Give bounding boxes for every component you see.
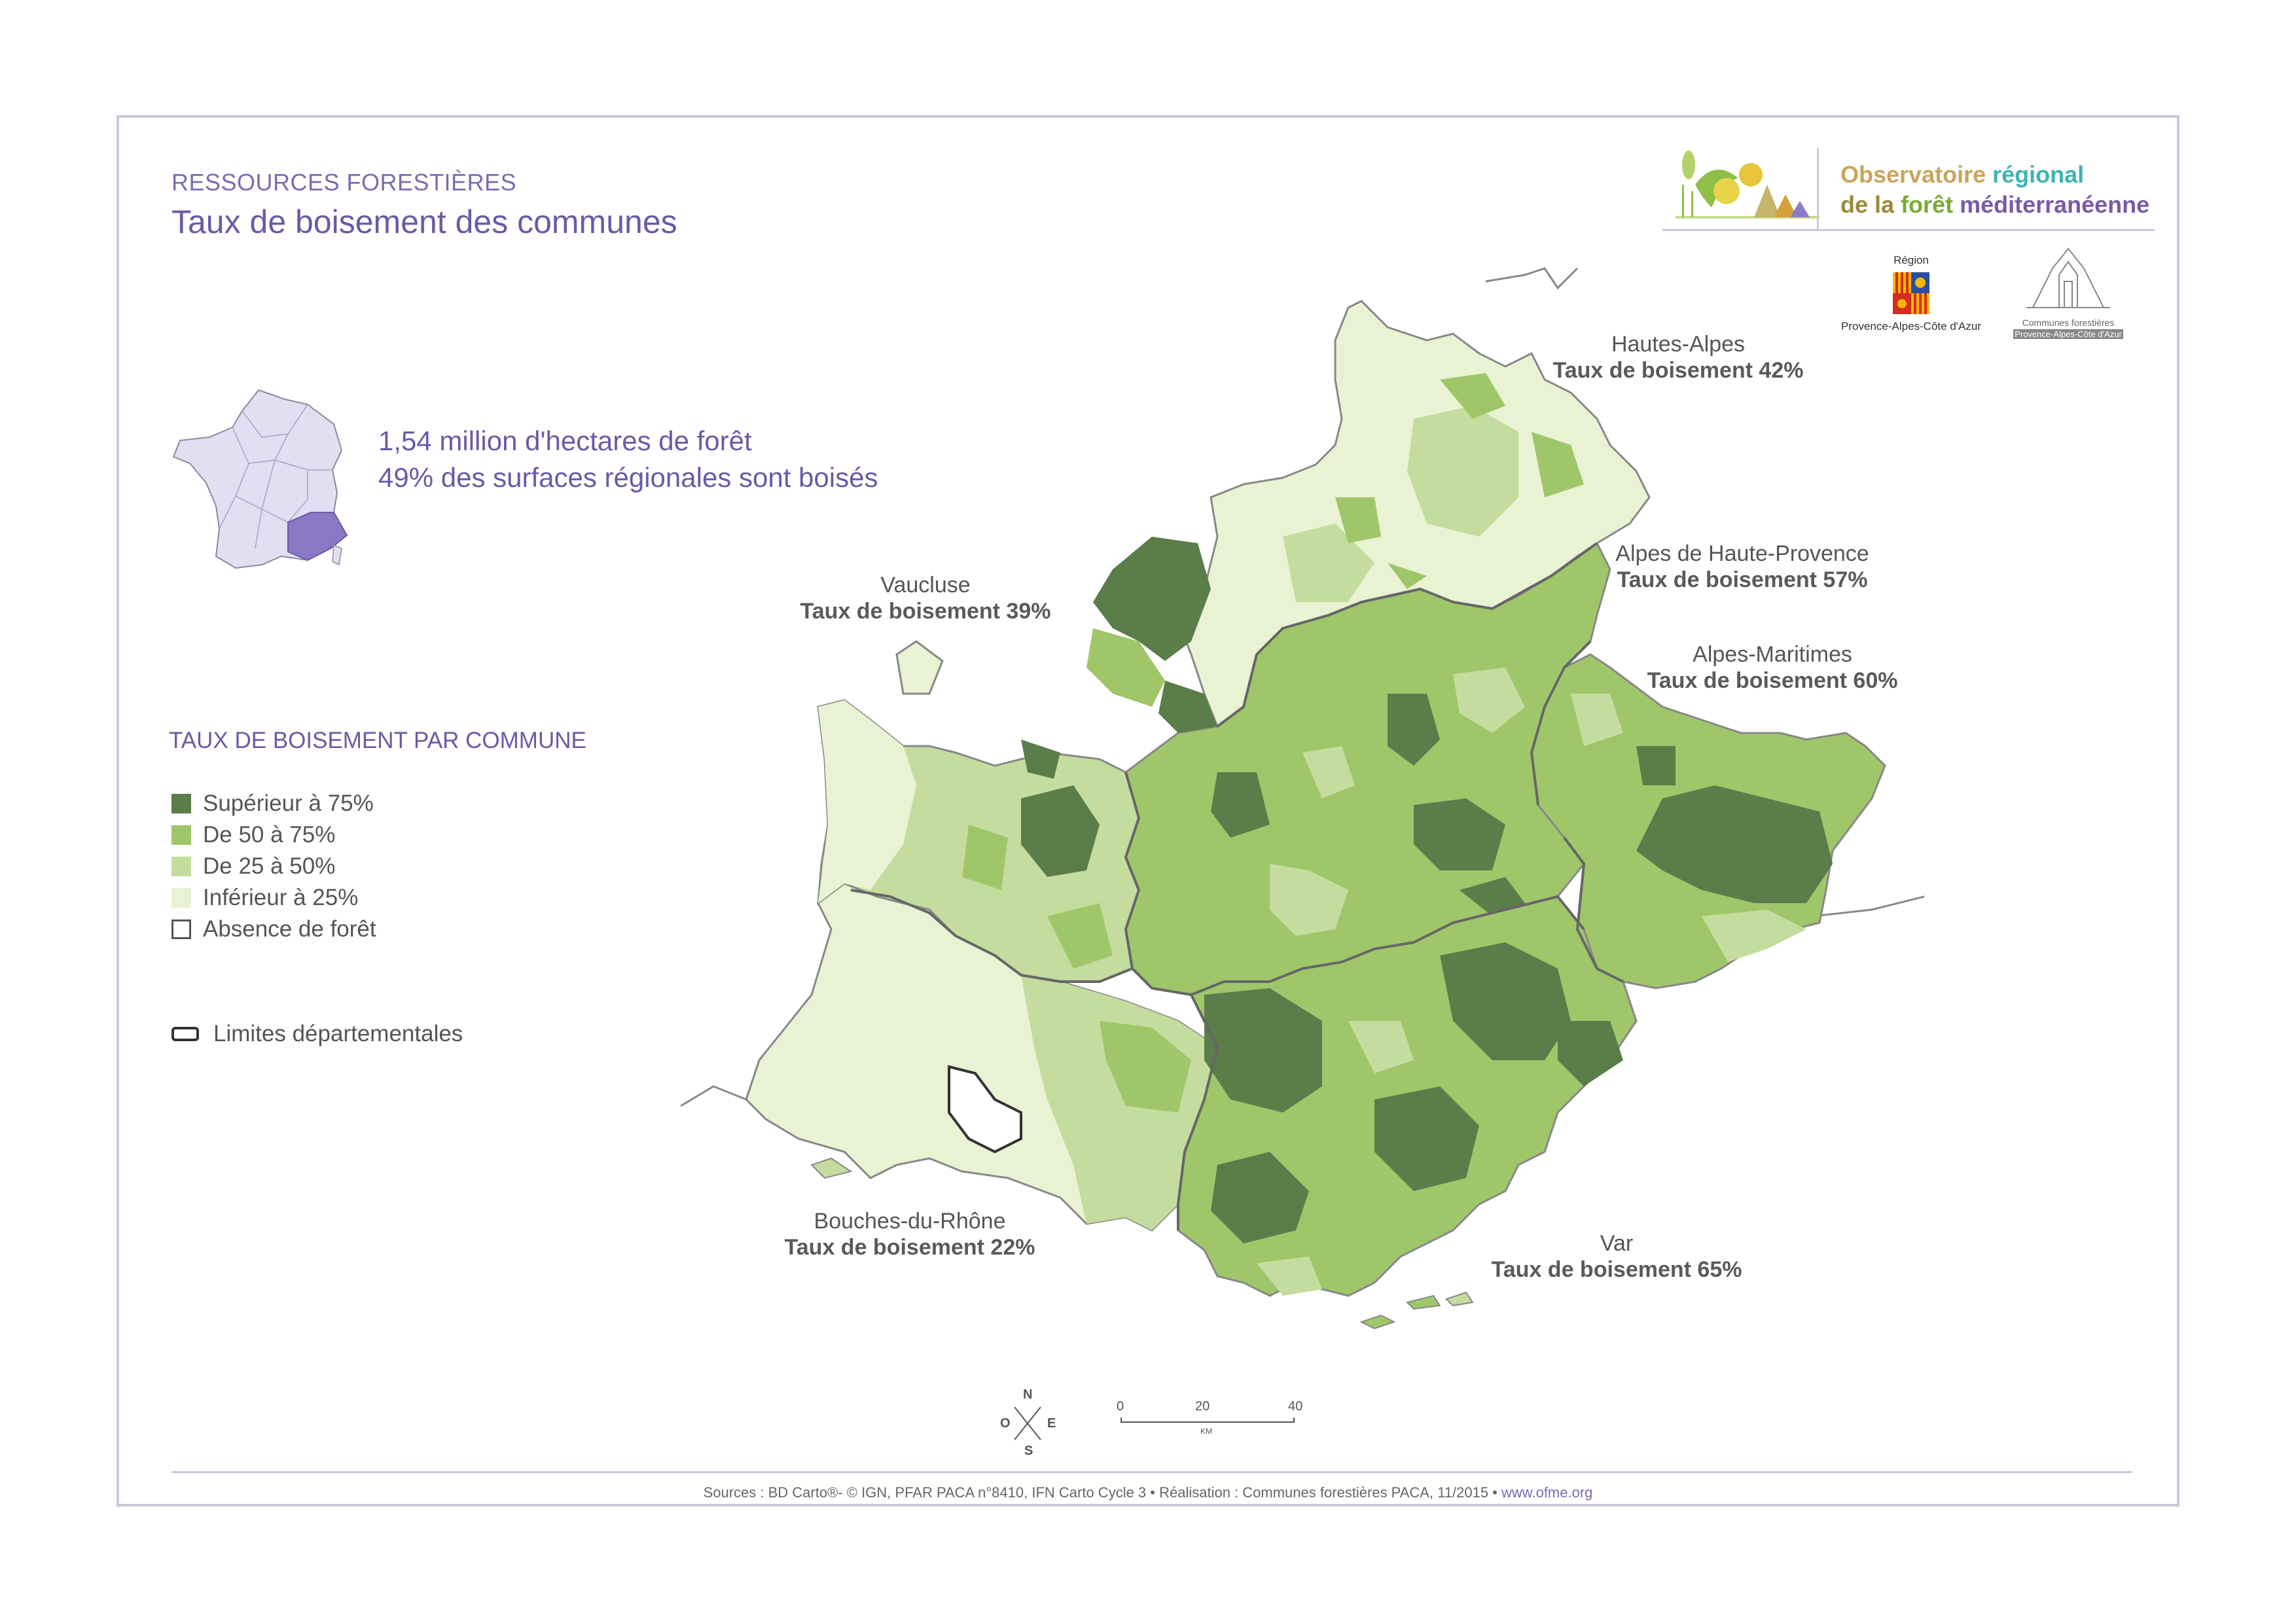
- ofme-word-regional: régional: [1992, 161, 2085, 188]
- legend-item-high: De 50 à 75%: [171, 821, 335, 849]
- compass-e: E: [1047, 1416, 1056, 1431]
- legend-label: De 50 à 75%: [203, 822, 336, 847]
- compass-icon: [1014, 1406, 1041, 1440]
- tower-icon: [2026, 247, 2110, 308]
- boundary-swatch: [171, 1027, 199, 1041]
- sources-text: Sources : BD Carto®- © IGN, PFAR PACA n°…: [703, 1484, 1498, 1501]
- region-shield-icon: [1893, 272, 1929, 314]
- dept-name: Vaucluse: [880, 573, 971, 597]
- paca-forest-map: [680, 267, 1925, 1330]
- dept-rate: Taux de boisement 57%: [1617, 567, 1868, 592]
- legend-item-none: Absence de forêt: [171, 915, 376, 944]
- label-vaucluse: Vaucluse Taux de boisement 39%: [800, 572, 1051, 624]
- legend-item-low: Inférieur à 25%: [171, 883, 358, 912]
- region-logo: Région Provence-Alpes-Côte d'Azur: [1826, 254, 1996, 333]
- dept-name: Alpes de Haute-Provence: [1615, 541, 1869, 566]
- dept-rate: Taux de boisement 22%: [784, 1235, 1035, 1260]
- legend-label: Absence de forêt: [203, 916, 376, 942]
- legend-label: Supérieur à 75%: [203, 791, 374, 816]
- dept-rate: Taux de boisement 60%: [1647, 668, 1898, 693]
- legend-swatch: [171, 825, 191, 845]
- label-alpes-de-haute-provence: Alpes de Haute-Provence Taux de boisemen…: [1615, 541, 1869, 593]
- legend-swatch: [171, 794, 191, 813]
- forest-area-stat: 1,54 million d'hectares de forêt: [378, 425, 752, 456]
- legend-swatch: [171, 919, 191, 939]
- label-var: Var Taux de boisement 65%: [1492, 1230, 1742, 1283]
- ofme-word-observatoire: Observatoire: [1840, 161, 1986, 188]
- label-hautes-alpes: Hautes-Alpes Taux de boisement 42%: [1553, 331, 1804, 383]
- ofme-logo: [1676, 145, 1820, 227]
- legend-label: De 25 à 50%: [203, 853, 336, 879]
- communes-label-top: Communes forestières: [2022, 317, 2115, 328]
- france-map-icon: [172, 389, 348, 569]
- communes-forestieres-logo: Communes forestières Provence-Alpes-Côte…: [2013, 242, 2123, 339]
- region-label-top: Région: [1893, 254, 1929, 266]
- scale-unit: KM: [1200, 1427, 1212, 1436]
- legend-item-boundary: Limites départementales: [171, 1020, 463, 1048]
- ofme-word-foret: forêt: [1901, 191, 1954, 218]
- communes-label-bottom: Provence-Alpes-Côte d'Azur: [2013, 329, 2123, 339]
- dept-name: Hautes-Alpes: [1611, 332, 1746, 357]
- legend-item-very-high: Supérieur à 75%: [171, 789, 374, 818]
- hyeres-islands: [1359, 1314, 1396, 1330]
- legend-label: Limites départementales: [213, 1021, 463, 1046]
- scale-tick-40: 40: [1288, 1399, 1303, 1414]
- compass-w: O: [1000, 1416, 1011, 1431]
- scale-bar: 0 20 40 KM: [1113, 1399, 1309, 1445]
- forest-logo-icon: [1676, 151, 1820, 219]
- region-label-bottom: Provence-Alpes-Côte d'Azur: [1841, 320, 1981, 332]
- ofme-word-mediterraneenne: méditerranéenne: [1960, 191, 2150, 218]
- dept-rate: Taux de boisement 42%: [1552, 358, 1804, 383]
- website-link[interactable]: www.ofme.org: [1501, 1484, 1593, 1501]
- etang-de-berre: [948, 1065, 1022, 1154]
- logo-underline: [1662, 229, 2155, 231]
- map-frame: [117, 115, 2179, 1507]
- forest-share-stat: 49% des surfaces régionales sont boisés: [378, 462, 878, 493]
- scale-tick-0: 0: [1117, 1399, 1124, 1414]
- label-alpes-maritimes: Alpes-Maritimes Taux de boisement 60%: [1647, 641, 1898, 694]
- legend-title: TAUX DE BOISEMENT PAR COMMUNE: [169, 728, 586, 753]
- compass-s: S: [1024, 1444, 1033, 1458]
- page-title: Taux de boisement des communes: [171, 204, 677, 240]
- ofme-logo-text: Observatoire régional de la forêt médite…: [1840, 160, 2149, 220]
- dept-name: Var: [1600, 1231, 1634, 1256]
- dept-rate: Taux de boisement 39%: [800, 599, 1051, 624]
- legend-swatch: [171, 888, 191, 908]
- france-inset-map: [170, 385, 360, 578]
- compass-rose: N O E S: [995, 1387, 1060, 1459]
- dept-rate: Taux de boisement 65%: [1491, 1257, 1742, 1282]
- compass-n: N: [1023, 1387, 1033, 1402]
- dept-name: Bouches-du-Rhône: [814, 1209, 1006, 1234]
- label-bouches-du-rhone: Bouches-du-Rhône Taux de boisement 22%: [785, 1208, 1035, 1260]
- legend-item-medium: De 25 à 50%: [171, 852, 335, 881]
- sources-line: Sources : BD Carto®- © IGN, PFAR PACA n°…: [0, 1484, 2296, 1501]
- ofme-word-delaforet-a: de la: [1840, 191, 1895, 218]
- legend-swatch: [171, 857, 191, 876]
- dept-name: Alpes-Maritimes: [1693, 642, 1852, 667]
- footer-rule: [171, 1471, 2132, 1473]
- logo-divider: [1817, 148, 1819, 230]
- scale-line: [1121, 1418, 1295, 1423]
- section-label: RESSOURCES FORESTIÈRES: [171, 169, 517, 196]
- legend-label: Inférieur à 25%: [203, 885, 359, 910]
- scale-tick-20: 20: [1195, 1399, 1210, 1414]
